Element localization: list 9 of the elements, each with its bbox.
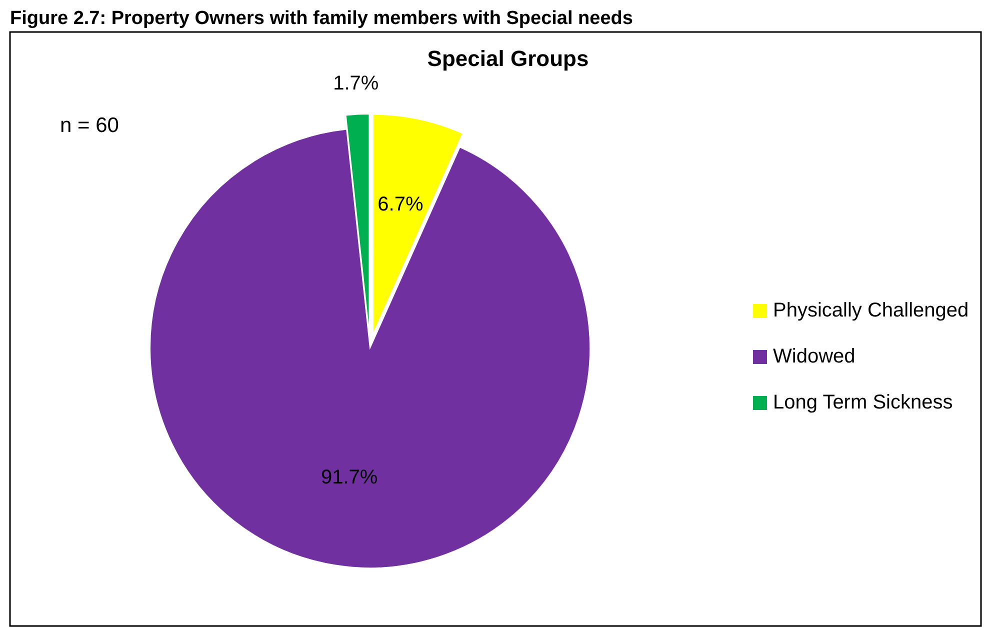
data-label: 6.7% [378,193,424,216]
legend-label: Physically Challenged [773,299,969,322]
chart-subtitle: Special Groups [427,46,589,71]
data-label: 91.7% [321,466,378,489]
chart-title: Figure 2.7: Property Owners with family members with Special needs [10,8,633,29]
legend-label: Long Term Sickness [773,391,953,414]
data-label: 1.7% [333,72,379,95]
legend-label: Widowed [773,345,856,368]
text: n = 60 [60,114,119,137]
